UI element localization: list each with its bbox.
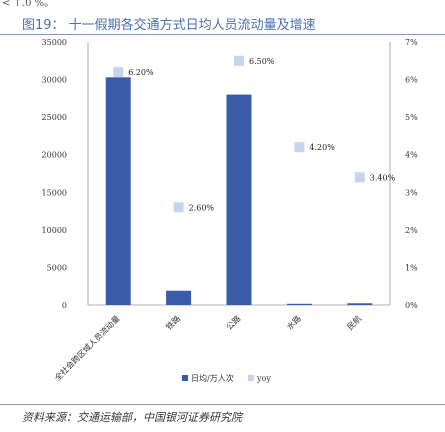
left-tick-label: 5000 [47,263,67,272]
yoy-data-label: 3.40% [370,173,396,182]
bar-series [105,77,373,306]
x-tick-label: 民航 [345,313,363,331]
yoy-series: 6.20% 2.60% 6.50% 4.20% 3.40% [113,55,396,213]
left-tick-label: 35000 [42,38,67,47]
right-tick-label: 1% [405,263,418,272]
legend-label: 日均/万人次 [191,373,234,383]
left-tick-label: 0 [62,301,67,310]
yoy-marker [173,202,184,213]
right-tick-label: 2% [405,226,418,235]
x-axis-labels: 全社会跨区域人员流动量 铁路 公路 水路 民航 [52,313,363,382]
x-tick-label: 全社会跨区域人员流动量 [52,313,121,382]
legend-swatch [248,375,254,381]
legend-swatch [182,375,188,381]
source-note: 资料来源：交通运输部，中国银河证券研究院 [22,411,242,424]
right-y-axis: 0% 1% 2% 3% 4% 5% 6% 7% [389,38,418,310]
bar [286,303,312,305]
chart-canvas: 0 5000 10000 15000 20000 25000 30000 35000 0% 1%… [42,38,419,383]
left-tick-label: 10000 [42,226,67,235]
left-tick-label: 15000 [42,188,67,197]
left-tick-label: 25000 [42,113,67,122]
yoy-marker [294,142,305,153]
left-y-axis: 0 5000 10000 15000 20000 25000 30000 35000 [42,38,390,310]
cropped-text-fragment: < ↑.0 %。 [2,0,55,9]
right-tick-label: 3% [405,188,418,197]
right-tick-label: 6% [405,76,418,85]
yoy-marker [234,55,244,66]
right-tick-label: 5% [405,113,418,122]
x-tick-label: 水路 [284,313,302,331]
legend: 日均/万人次 yoy [182,373,271,383]
right-tick-label: 7% [405,38,418,47]
x-tick-label: 铁路 [164,313,182,331]
yoy-data-label: 4.20% [309,143,335,152]
yoy-marker [113,67,124,78]
bar [347,303,373,305]
yoy-data-label: 2.60% [189,203,215,212]
source-divider [0,404,445,405]
yoy-marker [354,172,365,183]
bar [105,77,131,306]
yoy-data-label: 6.20% [128,68,154,77]
figure-title: 图19： 十一假期各交通方式日均人员流动量及增速 [22,18,316,33]
left-tick-label: 20000 [42,151,67,160]
right-tick-label: 0% [405,301,418,310]
yoy-data-label: 6.50% [249,57,275,66]
right-tick-label: 4% [405,151,418,160]
legend-label: yoy [256,374,271,383]
bar [226,94,252,305]
bar [166,290,192,305]
title-divider [0,34,445,35]
x-tick-label: 公路 [224,313,242,331]
left-tick-label: 30000 [42,76,67,85]
